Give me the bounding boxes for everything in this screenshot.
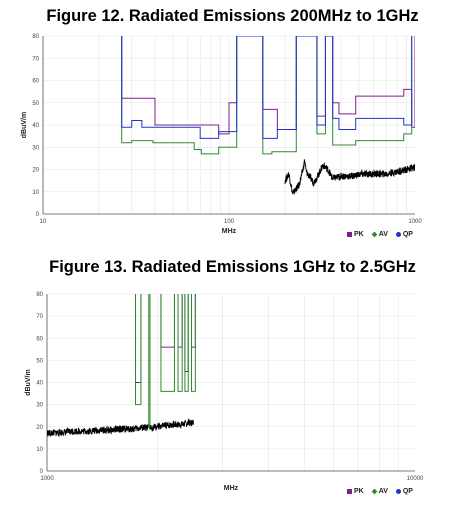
y-tick-label: 80 [36,292,43,298]
y-tick-label: 0 [40,469,44,475]
y-tick-label: 10 [36,447,43,453]
chart-2: 0 10 20 30 40 50 60 70 80 1000 10000 MHz dBuV/m [25,292,424,492]
x-tick-label: 1000 [408,219,422,225]
y-tick-label: 60 [32,79,39,85]
y-axis-title: dBuV/m [21,112,28,138]
av-legend-label: AV [378,488,388,495]
qp-limit-line [121,36,413,139]
x-tick-label: 100 [224,219,235,225]
y-tick-label: 0 [36,212,40,218]
pk-limit-line [135,294,196,383]
y-tick-label: 30 [36,403,43,409]
pk-legend-swatch [347,489,352,494]
y-tick-label: 50 [32,101,39,107]
x-axis-title: MHz [224,485,239,492]
plot-area [47,294,196,438]
qp-legend-label: QP [402,231,413,238]
measured-emission-trace [47,418,194,438]
chart-2-legend: PK AV QP [347,488,419,495]
y-tick-label: 40 [32,123,39,129]
y-tick-label: 70 [32,56,39,62]
chart-2-title: Figure 13. Radiated Emissions 1GHz to 2.… [49,258,416,276]
y-tick-label: 40 [36,381,43,387]
y-tick-label: 70 [36,314,43,320]
qp-legend-swatch [395,489,401,494]
x-tick-label: 10000 [407,476,424,482]
x-axis-title: MHz [222,228,237,235]
pk-limit-line [121,36,415,135]
qp-legend-label: QP [402,488,413,495]
pk-legend-swatch [347,232,352,237]
chart-1-title: Figure 12. Radiated Emissions 200MHz to … [46,7,419,25]
y-tick-label: 10 [32,190,39,196]
measured-emission-trace [284,159,415,195]
y-tick-label: 20 [32,168,39,174]
x-tick-label: 1000 [40,476,54,482]
qp-legend-swatch [395,232,401,237]
y-tick-label: 20 [36,425,43,431]
y-tick-label: 50 [36,358,43,364]
y-tick-label: 80 [32,34,39,40]
plot-area [121,36,415,195]
y-tick-label: 30 [32,145,39,151]
y-tick-label: 60 [36,336,43,342]
av-legend-swatch [371,488,378,495]
pk-legend-label: PK [354,488,364,495]
av-limit-line [121,36,413,155]
y-axis-title: dBuV/m [25,369,32,395]
av-legend-swatch [371,231,378,238]
av-limit-line [135,294,196,428]
chart-1-legend: PK AV QP [347,231,419,238]
pk-legend-label: PK [354,231,364,238]
av-legend-label: AV [378,231,388,238]
x-tick-label: 10 [40,219,47,225]
